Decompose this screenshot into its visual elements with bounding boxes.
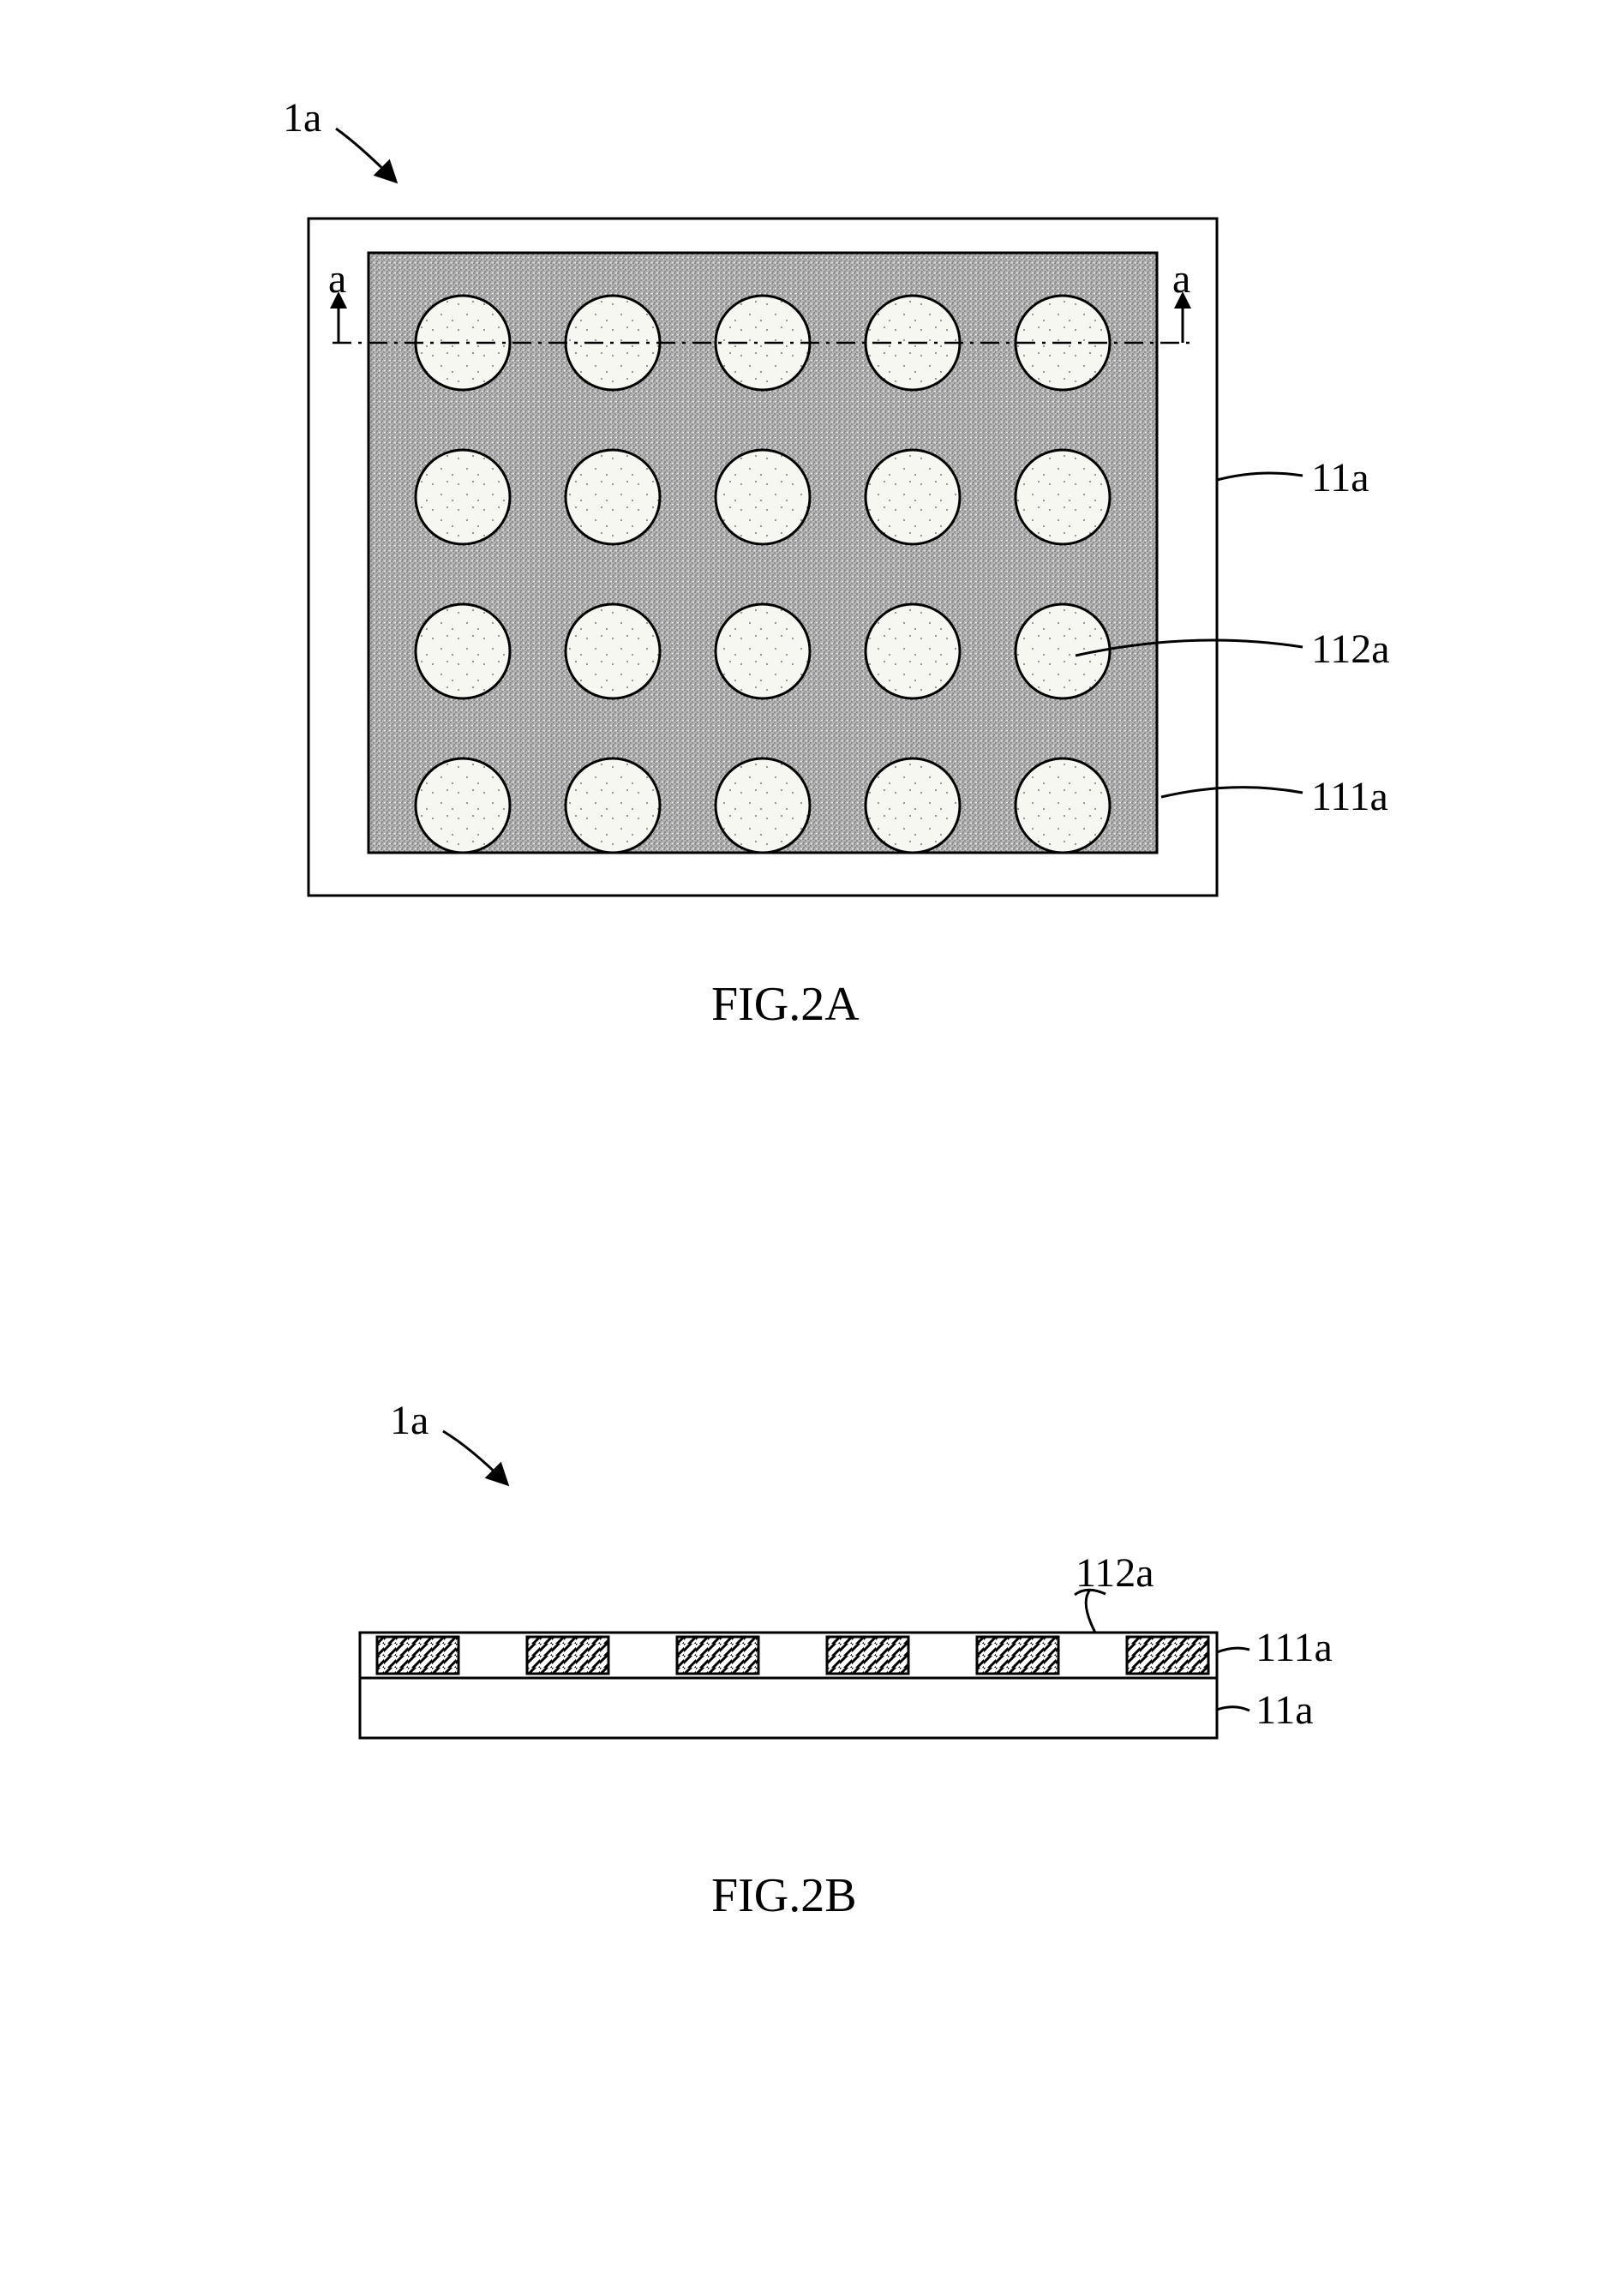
fig-2a-title: FIG.2A bbox=[711, 977, 860, 1032]
callout-112a: 112a bbox=[1311, 626, 1390, 673]
leader-111a-b bbox=[1217, 1648, 1249, 1652]
assembly-arrow-2b bbox=[443, 1431, 506, 1483]
fig-2a-group bbox=[309, 129, 1303, 896]
film-layer-111a bbox=[360, 1633, 1217, 1678]
diagram-svg bbox=[0, 0, 1624, 2289]
callout-111a: 111a bbox=[1311, 773, 1388, 820]
leader-11a-b bbox=[1217, 1707, 1249, 1711]
fig-2b-title: FIG.2B bbox=[711, 1868, 857, 1923]
callout-11a: 11a bbox=[1311, 454, 1369, 501]
page-container: 1a a a 11a 112a 111a FIG.2A 1a 112a 111a… bbox=[0, 0, 1624, 2289]
callout-111a-b: 111a bbox=[1255, 1624, 1333, 1671]
leader-11a bbox=[1217, 473, 1303, 480]
section-label-left: a bbox=[328, 255, 346, 303]
assembly-label-2b: 1a bbox=[390, 1397, 428, 1444]
assembly-label-2a: 1a bbox=[283, 94, 321, 141]
callout-11a-b: 11a bbox=[1255, 1687, 1314, 1734]
assembly-arrow-2a bbox=[336, 129, 394, 180]
substrate-11a bbox=[360, 1678, 1217, 1738]
section-label-right: a bbox=[1172, 255, 1190, 303]
callout-112a-b: 112a bbox=[1076, 1549, 1154, 1597]
